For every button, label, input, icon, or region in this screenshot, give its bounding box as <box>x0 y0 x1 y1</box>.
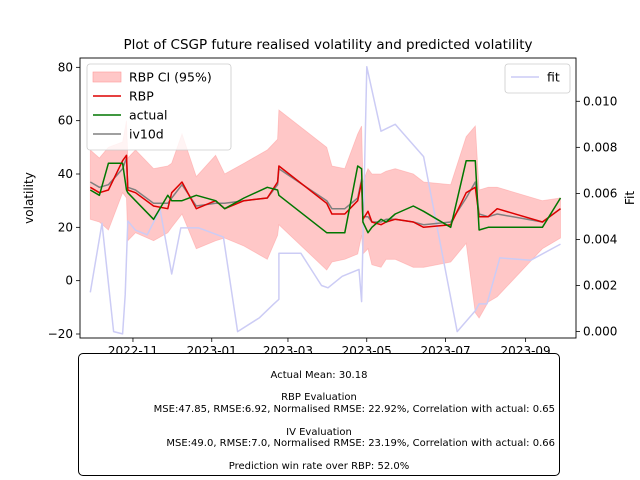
y2-tick-label: 0.004 <box>583 232 617 246</box>
y-tick-label: 0 <box>65 274 73 288</box>
series-line-fit <box>89 66 561 335</box>
y2-tick-label: 0.000 <box>583 325 617 339</box>
chart-title: Plot of CSGP future realised volatility … <box>124 37 533 53</box>
legend-label: actual <box>129 108 168 123</box>
plot-frame <box>79 57 577 339</box>
iv-evaluation-title: IV Evaluation <box>286 427 352 438</box>
y-tick-label: 40 <box>58 167 73 181</box>
legend-swatch <box>92 71 122 83</box>
y-axis-label: volatility <box>22 172 36 224</box>
y-tick-label: 20 <box>58 220 73 234</box>
series-line-rbp <box>89 154 561 229</box>
evaluation-stats-box: Actual Mean: 30.18 RBP Evaluation MSE:47… <box>78 353 560 476</box>
legend-label: iv10d <box>129 127 164 142</box>
legend-box <box>86 63 232 151</box>
rbp-evaluation-title: RBP Evaluation <box>281 392 357 403</box>
win-rate-text: Prediction win rate over RBP: 52.0% <box>228 461 410 472</box>
iv-evaluation-metrics: MSE:49.0, RMSE:7.0, Normalised RMSE: 23.… <box>166 438 555 449</box>
series-line-actual <box>89 159 562 234</box>
y2-tick-label: 0.010 <box>583 94 617 108</box>
series-line-iv10d <box>89 157 561 226</box>
legend: RBP CI (95%) RBP actual iv10d fit <box>86 63 571 151</box>
y2-axis-label: Fit <box>623 191 637 205</box>
legend-label: RBP <box>129 89 154 104</box>
y2-tick-label: 0.002 <box>583 279 617 293</box>
legend-label: RBP CI (95%) <box>129 70 212 85</box>
y2-tick-label: 0.006 <box>583 186 617 200</box>
legend-box <box>504 63 571 94</box>
actual-mean-text: Actual Mean: 30.18 <box>270 370 368 381</box>
rbp-evaluation-metrics: MSE:47.85, RMSE:6.92, Normalised RMSE: 2… <box>153 404 555 415</box>
y-tick-label: 60 <box>58 114 73 128</box>
y2-tick-label: 0.008 <box>583 140 617 154</box>
plot-content <box>89 66 562 335</box>
ci-band <box>89 109 561 319</box>
legend-label: fit <box>547 70 560 85</box>
y-tick-label: 80 <box>58 60 73 74</box>
plot-area <box>89 66 562 335</box>
y-tick-label: −20 <box>48 327 73 341</box>
